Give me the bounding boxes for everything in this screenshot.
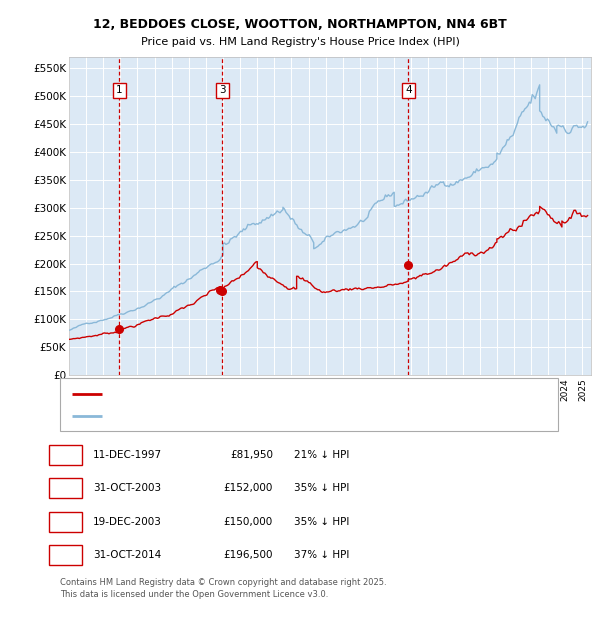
Text: 4: 4 [405,86,412,95]
Text: 31-OCT-2014: 31-OCT-2014 [93,550,161,560]
Text: 3: 3 [71,516,79,526]
Text: 11-DEC-1997: 11-DEC-1997 [93,450,162,460]
Text: 1: 1 [71,450,79,460]
Text: Contains HM Land Registry data © Crown copyright and database right 2025.
This d: Contains HM Land Registry data © Crown c… [60,578,386,600]
Text: HPI: Average price, detached house, West Northamptonshire: HPI: Average price, detached house, West… [111,411,408,421]
Text: 35% ↓ HPI: 35% ↓ HPI [294,484,349,494]
Text: £152,000: £152,000 [224,484,273,494]
Text: Price paid vs. HM Land Registry's House Price Index (HPI): Price paid vs. HM Land Registry's House … [140,37,460,47]
Text: £150,000: £150,000 [224,516,273,526]
Text: 3: 3 [219,86,226,95]
Text: 2: 2 [71,484,79,494]
Text: 19-DEC-2003: 19-DEC-2003 [93,516,162,526]
Text: 35% ↓ HPI: 35% ↓ HPI [294,516,349,526]
Text: £196,500: £196,500 [223,550,273,560]
Text: 31-OCT-2003: 31-OCT-2003 [93,484,161,494]
Text: 4: 4 [71,550,79,560]
Text: £81,950: £81,950 [230,450,273,460]
Text: 12, BEDDOES CLOSE, WOOTTON, NORTHAMPTON, NN4 6BT (detached house): 12, BEDDOES CLOSE, WOOTTON, NORTHAMPTON,… [111,389,491,399]
Text: 1: 1 [116,86,122,95]
Text: 21% ↓ HPI: 21% ↓ HPI [294,450,349,460]
Text: 37% ↓ HPI: 37% ↓ HPI [294,550,349,560]
Text: 12, BEDDOES CLOSE, WOOTTON, NORTHAMPTON, NN4 6BT: 12, BEDDOES CLOSE, WOOTTON, NORTHAMPTON,… [93,19,507,31]
